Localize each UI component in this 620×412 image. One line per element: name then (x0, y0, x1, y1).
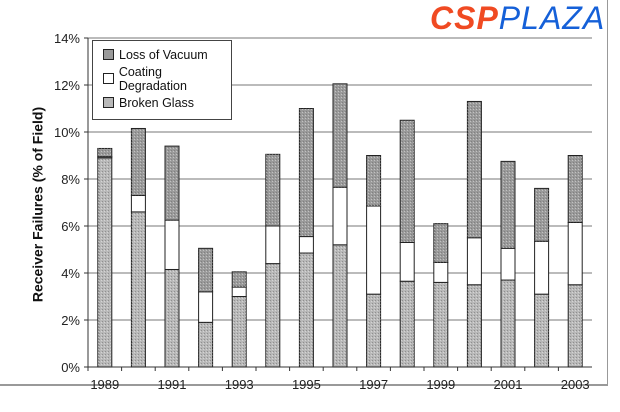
y-tick-label: 6% (61, 219, 80, 234)
bar-texture (366, 155, 381, 207)
bar-texture (198, 322, 213, 367)
bar-coating-degradation (433, 261, 449, 283)
bar-texture (400, 281, 415, 367)
bar-texture (97, 157, 112, 367)
bar-texture (131, 128, 146, 196)
legend-swatch (103, 97, 114, 108)
legend-item-loss-of-vacuum: Loss of Vacuum (103, 44, 231, 65)
y-tick-label: 2% (61, 313, 80, 328)
y-tick-label: 8% (61, 172, 80, 187)
y-tick-label: 14% (54, 31, 80, 46)
bar-coating-degradation (164, 219, 180, 270)
bar-coating-degradation (130, 194, 146, 213)
legend-swatch (103, 73, 114, 84)
bar-texture (534, 188, 549, 242)
bar-texture (299, 253, 314, 367)
y-axis-label: Receiver Failures (% of Field) (29, 106, 46, 303)
bar-texture (232, 271, 247, 288)
x-tick-label: 2003 (561, 377, 590, 392)
x-tick-label: 1989 (90, 377, 119, 392)
bar-texture (501, 161, 515, 249)
x-tick-label: 1999 (426, 377, 455, 392)
bar-texture (467, 284, 482, 367)
watermark-part1: CSP (430, 0, 499, 36)
bar-texture (265, 154, 280, 226)
bar-texture (232, 296, 247, 367)
x-tick-label: 1991 (158, 377, 187, 392)
y-tick-label: 12% (54, 78, 80, 93)
legend-label: Broken Glass (119, 95, 195, 110)
bar-coating-degradation (265, 225, 281, 265)
y-tick-label: 0% (61, 360, 80, 375)
bar-texture (433, 282, 448, 367)
bar-coating-degradation (500, 247, 516, 281)
bar-texture (467, 101, 482, 238)
bar-texture (97, 148, 112, 157)
bar-coating-degradation (332, 186, 348, 246)
bar-texture (265, 263, 280, 367)
bar-texture (568, 284, 583, 367)
bar-texture (165, 146, 179, 221)
bar-texture (165, 269, 179, 367)
bar-texture (400, 120, 415, 243)
bar-texture (198, 248, 213, 292)
x-tick-label: 1997 (359, 377, 388, 392)
bar-coating-degradation (366, 205, 382, 295)
bar-texture (534, 294, 549, 367)
bar-coating-degradation (231, 286, 247, 298)
y-tick-label: 10% (54, 125, 80, 140)
legend: Loss of Vacuum Coating Degradation Broke… (92, 40, 232, 120)
watermark-part2: PLAZA (498, 0, 606, 36)
bar-texture (299, 108, 314, 237)
legend-item-coating-degradation: Coating Degradation (103, 65, 231, 93)
bar-texture (568, 155, 583, 223)
y-tick-label: 4% (61, 266, 80, 281)
bar-texture (501, 280, 515, 367)
bar-texture (366, 294, 381, 367)
x-tick-label: 2001 (494, 377, 523, 392)
figure-frame (0, 0, 608, 386)
bar-coating-degradation (198, 291, 214, 323)
bar-texture (131, 211, 146, 367)
x-tick-label: 1995 (292, 377, 321, 392)
watermark-logo: CSPPLAZA (430, 0, 605, 36)
bar-coating-degradation (567, 221, 583, 286)
x-tick-label: 1993 (225, 377, 254, 392)
bar-coating-degradation (534, 240, 550, 295)
bar-coating-degradation (399, 241, 415, 282)
bar-texture (433, 223, 448, 263)
legend-label: Loss of Vacuum (119, 47, 208, 62)
bar-coating-degradation (466, 237, 482, 286)
legend-swatch (103, 49, 114, 60)
bar-coating-degradation (298, 236, 314, 254)
legend-label: Coating Degradation (118, 64, 187, 93)
bar-texture (333, 83, 347, 188)
legend-item-broken-glass: Broken Glass (103, 92, 231, 113)
bar-texture (333, 244, 347, 367)
